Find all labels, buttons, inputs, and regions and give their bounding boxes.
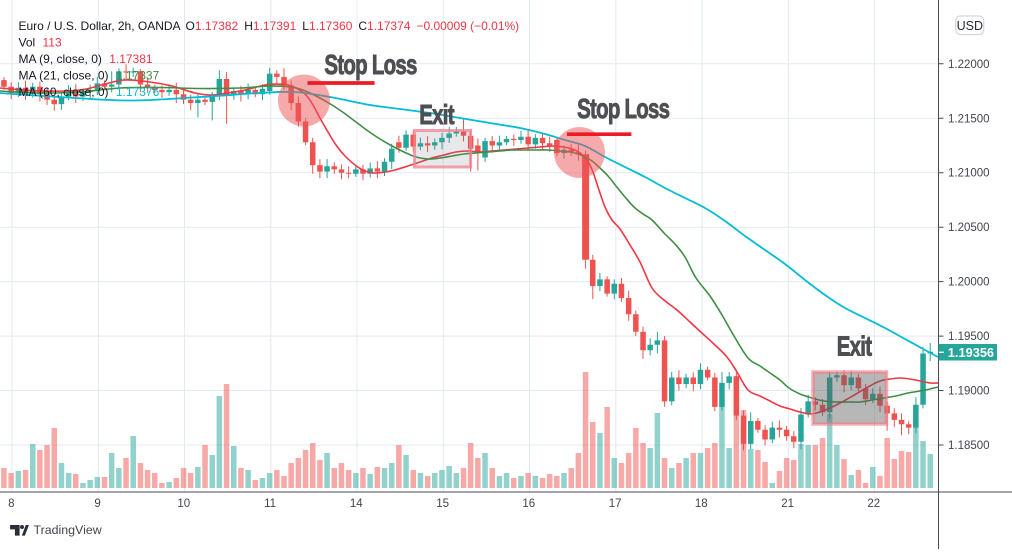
svg-text:10: 10 — [177, 498, 190, 510]
svg-text:8: 8 — [8, 498, 14, 510]
svg-text:14: 14 — [350, 498, 363, 510]
svg-text:Stop Loss: Stop Loss — [324, 50, 416, 81]
svg-text:21: 21 — [781, 498, 794, 510]
svg-text:MA (60, close, 0) 1.17376: MA (60, close, 0) 1.17376 — [19, 85, 160, 99]
svg-text:1.18500: 1.18500 — [948, 440, 990, 452]
svg-text:18: 18 — [695, 498, 708, 510]
svg-text:TradingView: TradingView — [34, 523, 102, 537]
svg-text:USD: USD — [957, 19, 983, 33]
svg-text:1.20500: 1.20500 — [948, 222, 990, 234]
svg-text:MA (21, close, 0) 1.17337: MA (21, close, 0) 1.17337 — [19, 68, 160, 82]
svg-text:1.19000: 1.19000 — [948, 386, 990, 398]
svg-text:9: 9 — [94, 498, 100, 510]
svg-text:17: 17 — [609, 498, 622, 510]
svg-text:Stop Loss: Stop Loss — [577, 94, 669, 125]
svg-text:16: 16 — [522, 498, 535, 510]
svg-text:1.21500: 1.21500 — [948, 113, 990, 125]
svg-text:11: 11 — [264, 498, 276, 510]
svg-text:Exit: Exit — [419, 100, 454, 131]
svg-text:Exit: Exit — [837, 332, 872, 363]
svg-text:22: 22 — [867, 498, 880, 510]
svg-text:1.21000: 1.21000 — [948, 168, 990, 180]
svg-text:1.19356: 1.19356 — [948, 345, 994, 360]
svg-text:MA (9, close, 0) 1.17381: MA (9, close, 0) 1.17381 — [19, 52, 153, 66]
svg-text:1.19500: 1.19500 — [948, 331, 990, 343]
svg-text:1.22000: 1.22000 — [948, 59, 990, 71]
svg-text:1.20000: 1.20000 — [948, 277, 990, 289]
svg-text:15: 15 — [436, 498, 449, 510]
